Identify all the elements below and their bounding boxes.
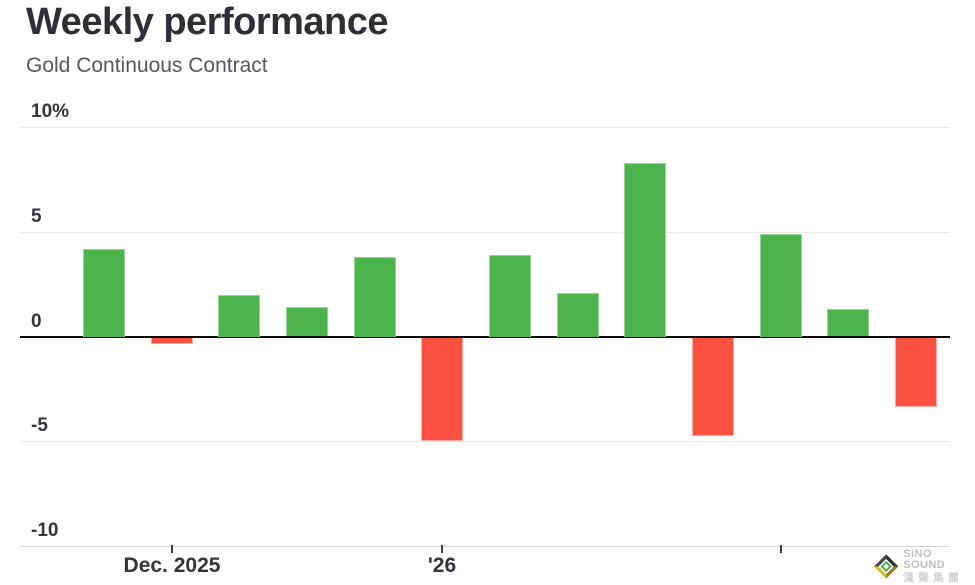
x-axis-tick-1 [171,545,173,553]
x-axis-tick-2 [441,545,443,553]
x-axis-label-2: '26 [427,554,457,577]
bar-week-7 [489,255,531,337]
bar-week-13 [895,338,937,407]
bar-week-1 [83,249,125,337]
gridline-y--5 [20,441,950,442]
watermark-text: SiNO SOUND 漢聲集團 [903,549,975,584]
watermark-brand-name: SiNO SOUND [903,548,946,571]
chart-subtitle: Gold Continuous Contract [26,54,268,77]
gridline-y-5 [20,232,950,233]
zero-baseline [20,336,950,338]
x-axis-label-1: Dec. 2025 [123,554,221,577]
bar-week-11 [760,234,802,337]
diamond-logo-icon [873,554,899,579]
x-axis-tick-3 [780,545,782,553]
bar-week-4 [286,307,328,336]
watermark-brand-name-chinese: 漢聲集團 [903,572,964,584]
bar-week-10 [692,338,734,436]
bar-week-2 [151,338,193,344]
bar-week-9 [624,163,666,337]
y-axis-label--10: -10 [31,520,59,541]
bar-week-8 [557,293,599,337]
gridline-y--10 [20,546,950,547]
bar-week-5 [354,257,396,337]
y-axis-label-5: 5 [31,206,42,227]
watermark-logo: SiNO SOUND 漢聲集團 [873,549,975,584]
gridline-y-10 [20,127,950,128]
y-axis-label-0: 0 [31,311,42,332]
y-axis-label-10: 10% [31,101,70,122]
bar-week-3 [218,295,260,337]
y-axis-label--5: -5 [31,415,48,436]
bar-week-12 [827,309,869,336]
chart-title: Weekly performance [26,1,389,43]
bar-week-6 [421,338,463,441]
